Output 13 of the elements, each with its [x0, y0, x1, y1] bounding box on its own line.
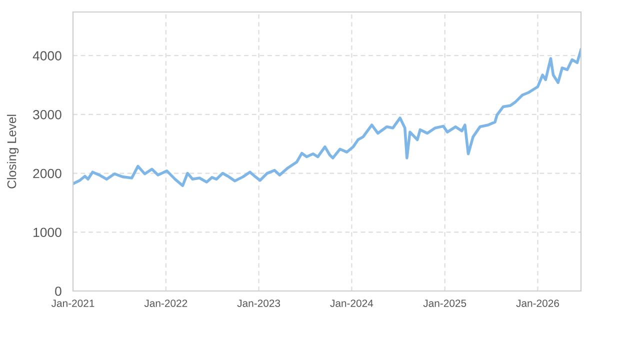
x-tick-label: Jan-2021 [51, 300, 94, 307]
x-tick-label: Jan-2026 [516, 300, 559, 307]
line-series [73, 48, 581, 188]
x-tick-label: Jan-2025 [423, 300, 466, 307]
x-tick-label: Jan-2024 [330, 300, 374, 307]
y-tick-label: 1000 [34, 228, 62, 238]
y-axis-title: Closing Level [7, 114, 19, 188]
y-tick-label: 4000 [32, 51, 62, 60]
x-tick-label: Jan-2022 [144, 300, 188, 307]
y-tick-label: 2000 [33, 168, 62, 178]
y-tick-label: 0 [55, 286, 62, 296]
x-tick-label: Jan-2023 [237, 300, 280, 307]
y-tick-label: 3000 [33, 110, 62, 120]
